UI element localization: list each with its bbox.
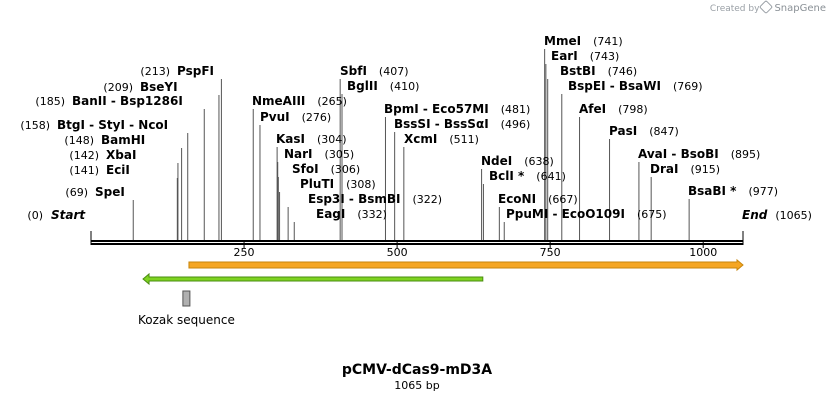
kozak-sequence-box: [182, 290, 191, 307]
site-pos-spei: (69): [65, 186, 88, 199]
site-name-bsabi: BsaBI *: [688, 184, 737, 198]
site-name-bglii: BglII: [347, 79, 378, 93]
site-pos-eagi: (332): [357, 208, 387, 221]
site-pos-bsabi: (977): [748, 185, 778, 198]
site-pos-bpmi-eco57mi: (481): [501, 103, 531, 116]
sequence-backbone: [90, 231, 744, 245]
site-name-bsssi-bsss-i: BssSI - BssSαI: [394, 117, 489, 131]
site-pos-bseyi: (209): [103, 81, 133, 94]
site-pos-avai-bsobi: (895): [731, 148, 761, 161]
construct-length: 1065 bp: [394, 379, 440, 392]
site-pos-bsssi-bsss-i: (496): [501, 118, 531, 131]
ruler: 250 500 750 1000: [234, 241, 717, 259]
site-name-bspei-bsawi: BspEI - BsaWI: [568, 79, 661, 93]
site-name-bcli: BclI *: [489, 169, 525, 183]
site-pos-eari: (743): [590, 50, 620, 63]
site-name-econi: EcoNI: [498, 192, 536, 206]
site-name-ppumi-ecoo109i: PpuMI - EcoO109I: [506, 207, 625, 221]
features: [142, 258, 744, 307]
snapgene-credit: Created by SnapGene: [709, 0, 826, 15]
site-name-spei: SpeI: [95, 185, 125, 199]
site-name-banii-bsp1286i: BanII - Bsp1286I: [72, 94, 183, 108]
site-pos-pspfi: (213): [140, 65, 170, 78]
site-name-start: Start: [51, 208, 86, 222]
green-feature-arrow: [142, 272, 484, 286]
site-pos-afei: (798): [618, 103, 648, 116]
site-name-kasi: KasI: [276, 132, 305, 146]
site-pos-econi: (667): [548, 193, 578, 206]
credit-prefix: Created by: [709, 4, 760, 14]
site-name-xcmi: XcmI: [404, 132, 437, 146]
site-pos-start: (0): [27, 209, 43, 222]
site-name-ecii: EciI: [106, 163, 130, 177]
site-name-xbai: XbaI: [106, 148, 136, 162]
site-pos-pluti: (308): [346, 178, 376, 191]
site-name-eari: EarI: [551, 49, 578, 63]
site-pos-nmeaiii: (265): [317, 95, 347, 108]
orange-feature-arrow: [188, 258, 744, 272]
site-name-btgi-styi-ncoi: BtgI - StyI - NcoI: [57, 118, 168, 132]
site-name-eagi: EagI: [316, 207, 345, 221]
site-pos-bamhi: (148): [64, 134, 94, 147]
site-pos-banii-bsp1286i: (185): [35, 95, 65, 108]
site-name-bstbi: BstBI: [560, 64, 596, 78]
site-name-nmeaiii: NmeAIII: [252, 94, 305, 108]
site-name-pspfi: PspFI: [177, 64, 214, 78]
site-pos-bspei-bsawi: (769): [673, 80, 703, 93]
site-name-pasi: PasI: [609, 124, 637, 138]
site-name-sbfi: SbfI: [340, 64, 367, 78]
site-pos-xbai: (142): [69, 149, 99, 162]
site-name-avai-bsobi: AvaI - BsoBI: [638, 147, 719, 161]
site-leader-lines: [132, 49, 690, 240]
site-name-drai: DraI: [650, 162, 678, 176]
construct-title: pCMV-dCas9-mD3A: [341, 362, 493, 378]
site-name-end: End: [742, 208, 768, 222]
site-pos-btgi-styi-ncoi: (158): [20, 119, 50, 132]
site-pos-esp3i-bsmbi: (322): [412, 193, 442, 206]
site-pos-sbfi: (407): [379, 65, 409, 78]
site-name-afei: AfeI: [579, 102, 606, 116]
site-name-esp3i-bsmbi: Esp3I - BsmBI: [308, 192, 400, 206]
site-pos-ndei: (638): [524, 155, 554, 168]
site-name-bpmi-eco57mi: BpmI - Eco57MI: [384, 102, 489, 116]
site-name-bamhi: BamHI: [101, 133, 145, 147]
site-pos-end: (1065): [775, 209, 812, 222]
site-name-mmei: MmeI: [544, 34, 581, 48]
site-pos-xcmi: (511): [449, 133, 479, 146]
site-pos-drai: (915): [690, 163, 720, 176]
ruler-tick-label: 250: [234, 246, 255, 259]
site-pos-bstbi: (746): [608, 65, 638, 78]
site-pos-kasi: (304): [317, 133, 347, 146]
site-name-pluti: PluTI: [300, 177, 334, 191]
ruler-tick-label: 1000: [689, 246, 717, 259]
ruler-tick-label: 500: [387, 246, 408, 259]
site-pos-mmei: (741): [593, 35, 623, 48]
site-pos-sfoi: (306): [331, 163, 361, 176]
site-pos-ecii: (141): [69, 164, 99, 177]
site-pos-ppumi-ecoo109i: (675): [637, 208, 667, 221]
site-pos-pasi: (847): [649, 125, 679, 138]
site-name-sfoi: SfoI: [292, 162, 319, 176]
site-labels: Start (0) SpeI (69) EciI (141) XbaI (142)BamHI (…: [20, 34, 812, 222]
site-name-ndei: NdeI: [481, 154, 512, 168]
site-pos-bglii: (410): [390, 80, 420, 93]
site-pos-nari: (305): [325, 148, 355, 161]
kozak-sequence-label: Kozak sequence: [138, 313, 235, 327]
site-name-pvui: PvuI: [260, 110, 290, 124]
ruler-tick-label: 750: [540, 246, 561, 259]
site-pos-pvui: (276): [302, 111, 332, 124]
site-pos-bcli: (641): [536, 170, 566, 183]
credit-brand: SnapGene: [774, 3, 826, 14]
site-name-nari: NarI: [284, 147, 313, 161]
site-name-bseyi: BseYI: [140, 80, 178, 94]
